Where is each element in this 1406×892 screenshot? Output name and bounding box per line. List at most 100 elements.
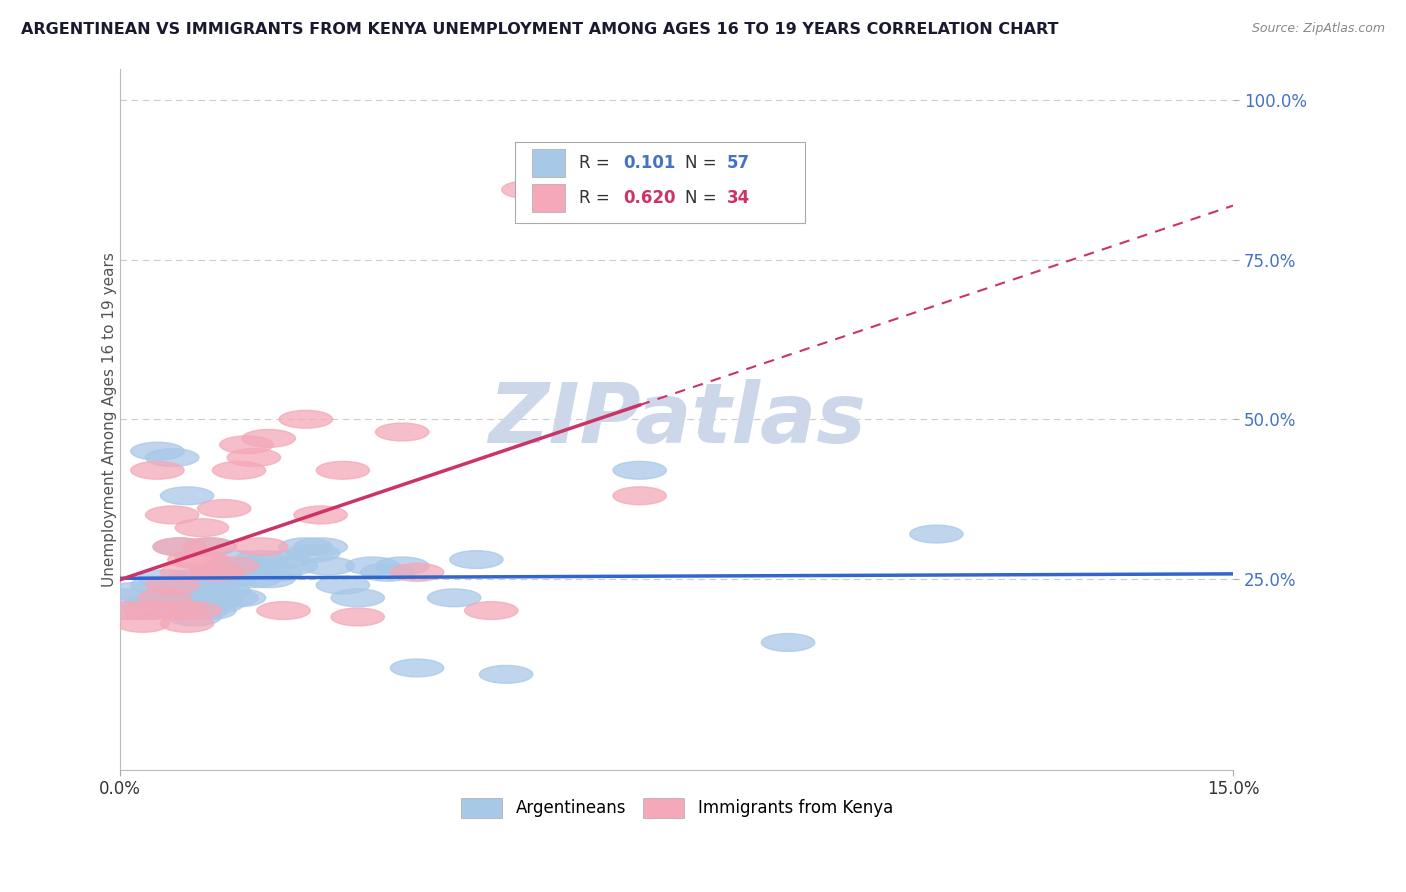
Ellipse shape [228,570,281,588]
Ellipse shape [278,538,332,556]
Ellipse shape [450,550,503,568]
Ellipse shape [228,557,281,574]
Text: 0.620: 0.620 [623,189,676,207]
Ellipse shape [167,570,221,588]
Ellipse shape [160,564,214,582]
Ellipse shape [190,564,243,582]
Ellipse shape [301,557,354,574]
Ellipse shape [391,659,444,677]
Ellipse shape [375,423,429,441]
Ellipse shape [167,582,221,600]
Ellipse shape [190,589,243,607]
Ellipse shape [124,595,177,613]
Ellipse shape [212,461,266,479]
Ellipse shape [391,564,444,582]
Ellipse shape [249,564,302,582]
Ellipse shape [176,601,229,620]
Ellipse shape [278,410,332,428]
Ellipse shape [235,538,288,556]
Ellipse shape [294,538,347,556]
Ellipse shape [146,589,198,607]
Ellipse shape [146,576,198,594]
Ellipse shape [330,608,384,626]
Ellipse shape [613,461,666,479]
Text: R =: R = [579,154,614,172]
Text: ZIPatlas: ZIPatlas [488,379,866,459]
Ellipse shape [190,564,243,582]
Ellipse shape [205,557,259,574]
Ellipse shape [205,570,259,588]
Ellipse shape [197,500,250,517]
Ellipse shape [219,436,273,454]
Ellipse shape [183,538,236,556]
Ellipse shape [427,589,481,607]
Y-axis label: Unemployment Among Ages 16 to 19 years: Unemployment Among Ages 16 to 19 years [101,252,117,587]
Ellipse shape [131,442,184,460]
Ellipse shape [167,595,221,613]
Ellipse shape [197,582,250,600]
Text: N =: N = [685,189,721,207]
FancyBboxPatch shape [531,185,565,212]
Ellipse shape [167,608,221,626]
Ellipse shape [176,576,229,594]
Ellipse shape [115,601,169,620]
Ellipse shape [176,589,229,607]
Ellipse shape [257,601,311,620]
Ellipse shape [167,550,221,568]
Ellipse shape [235,550,288,568]
Ellipse shape [228,449,281,467]
Ellipse shape [138,570,191,588]
Ellipse shape [361,564,415,582]
Ellipse shape [160,615,214,632]
Ellipse shape [190,595,243,613]
Ellipse shape [160,589,214,607]
Ellipse shape [464,601,517,620]
Ellipse shape [264,557,318,574]
Ellipse shape [167,601,221,620]
Ellipse shape [131,576,184,594]
Ellipse shape [212,589,266,607]
Ellipse shape [160,487,214,505]
Ellipse shape [375,557,429,574]
Ellipse shape [287,544,340,562]
Ellipse shape [316,461,370,479]
Ellipse shape [153,582,207,600]
Text: 0.101: 0.101 [623,154,676,172]
Text: 34: 34 [727,189,749,207]
Text: N =: N = [685,154,721,172]
Ellipse shape [101,589,155,607]
Ellipse shape [316,576,370,594]
Ellipse shape [257,550,311,568]
Ellipse shape [153,601,207,620]
Ellipse shape [346,557,399,574]
Ellipse shape [176,550,229,568]
Ellipse shape [761,633,814,651]
Ellipse shape [219,557,273,574]
Text: Source: ZipAtlas.com: Source: ZipAtlas.com [1251,22,1385,36]
Ellipse shape [138,589,191,607]
Ellipse shape [115,615,169,632]
Ellipse shape [197,570,250,588]
Text: ARGENTINEAN VS IMMIGRANTS FROM KENYA UNEMPLOYMENT AMONG AGES 16 TO 19 YEARS CORR: ARGENTINEAN VS IMMIGRANTS FROM KENYA UNE… [21,22,1059,37]
Ellipse shape [205,589,259,607]
Ellipse shape [242,570,295,588]
Ellipse shape [294,506,347,524]
Ellipse shape [212,550,266,568]
Ellipse shape [910,525,963,543]
Text: R =: R = [579,189,614,207]
Ellipse shape [153,601,207,620]
Ellipse shape [613,487,666,505]
Text: 57: 57 [727,154,749,172]
Ellipse shape [183,589,236,607]
Ellipse shape [330,589,384,607]
Ellipse shape [183,601,236,620]
Ellipse shape [146,506,198,524]
Ellipse shape [108,582,162,600]
Ellipse shape [242,429,295,447]
Ellipse shape [153,538,207,556]
Ellipse shape [502,181,555,199]
Ellipse shape [479,665,533,683]
Ellipse shape [131,461,184,479]
Ellipse shape [124,601,177,620]
FancyBboxPatch shape [531,149,565,178]
